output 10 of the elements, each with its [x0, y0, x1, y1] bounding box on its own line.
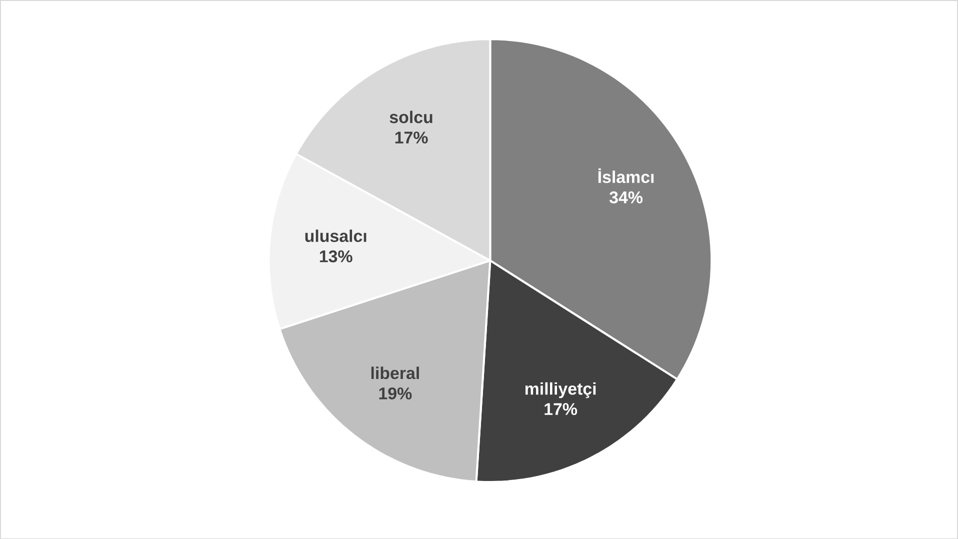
data-label: 19%	[379, 387, 412, 400]
slice-label: İslamcı	[598, 168, 654, 183]
slice-label: ulusalcı	[305, 229, 366, 242]
slice-label: solcu	[390, 110, 432, 123]
data-label: 34%	[609, 191, 643, 204]
data-label: 17%	[395, 131, 428, 144]
data-label: 13%	[320, 250, 352, 262]
data-label: 17%	[544, 402, 578, 415]
slice-label: liberal	[371, 366, 419, 379]
slice-label: milliyetçi	[525, 382, 596, 398]
